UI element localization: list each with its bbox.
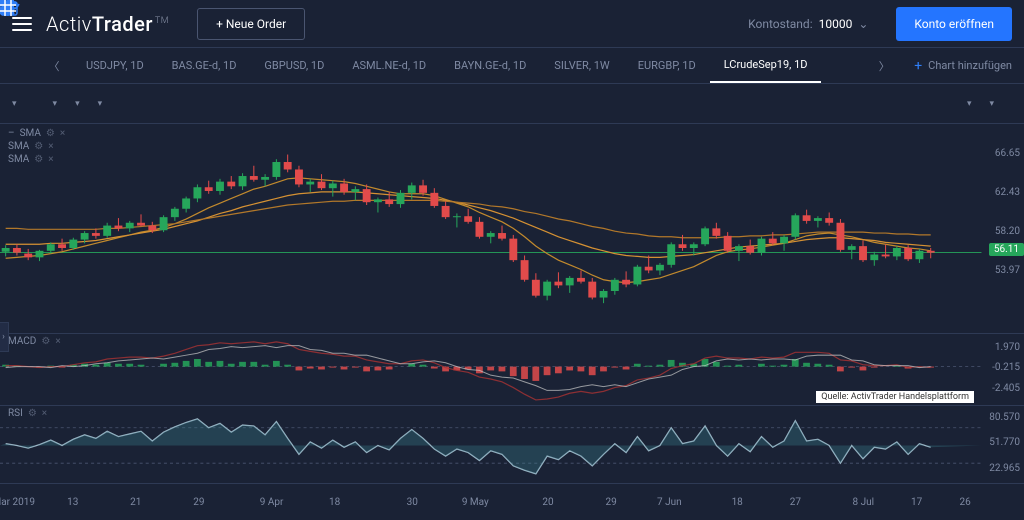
close-icon[interactable]: × xyxy=(48,154,53,165)
chart-toolbar: ▾ ▾ ▾ ▾ ▾ ▾ xyxy=(0,84,1024,124)
menu-icon[interactable] xyxy=(12,17,32,31)
balance-dropdown[interactable]: Kontostand: 10000 ⌄ xyxy=(748,17,868,31)
time-axis: 5 Mar 20191321299 Apr18309 May20297 Jun1… xyxy=(0,485,1024,520)
timeframe-tool[interactable]: ▾ xyxy=(12,99,17,109)
tab-eurgbp[interactable]: EURGBP, 1D xyxy=(624,48,710,83)
settings-icon[interactable]: ⚙ xyxy=(34,141,43,152)
tab-gbpusd[interactable]: GBPUSD, 1D xyxy=(250,48,338,83)
tab-silver[interactable]: SILVER, 1W xyxy=(540,48,623,83)
rsi-pane[interactable]: RSI ⚙ × 80.57051.77022.965 xyxy=(0,406,1024,484)
expand-panel-icon[interactable]: › xyxy=(0,322,9,352)
brand-logo: ActivTraderTM xyxy=(46,12,169,36)
tab-strip: 〈 USDJPY, 1DBAS.GE-d, 1DGBPUSD, 1DASML.N… xyxy=(0,48,1024,84)
price-legend: – SMA ⚙ ×SMA ⚙ ×SMA ⚙ × xyxy=(8,128,65,167)
close-icon[interactable]: × xyxy=(48,141,53,152)
macd-pane[interactable]: MACD ⚙ × 1.970-0.215-2.405 Quelle: Activ… xyxy=(0,334,1024,406)
settings-icon[interactable]: ⚙ xyxy=(41,336,50,347)
rsi-legend: RSI ⚙ × xyxy=(8,408,47,421)
last-price-tag: 56.11 xyxy=(989,243,1024,256)
tabs-scroll-left[interactable]: 〈 xyxy=(36,48,72,83)
close-icon[interactable]: × xyxy=(42,408,47,419)
settings-icon[interactable]: ⚙ xyxy=(28,408,37,419)
add-chart-button[interactable]: + Chart hinzufügen xyxy=(902,48,1024,83)
plus-icon: + xyxy=(914,58,922,74)
tab-lcrudesep19[interactable]: LCrudeSep19, 1D xyxy=(710,48,822,83)
tab-bas.ge-d[interactable]: BAS.GE-d, 1D xyxy=(158,48,251,83)
grid-view-icon[interactable] xyxy=(0,48,36,83)
candle-style-tool[interactable]: ▾ xyxy=(989,99,994,109)
top-bar: ActivTraderTM + Neue Order Kontostand: 1… xyxy=(0,0,1024,48)
tab-usdjpy[interactable]: USDJPY, 1D xyxy=(72,48,158,83)
shape-tool[interactable]: ▾ xyxy=(98,99,103,109)
settings-icon[interactable]: ⚙ xyxy=(34,154,43,165)
crosshair-tool[interactable]: ▾ xyxy=(53,99,58,109)
tab-asml.ne-d[interactable]: ASML.NE-d, 1D xyxy=(338,48,440,83)
macd-legend: MACD ⚙ × xyxy=(8,336,61,349)
close-icon[interactable]: × xyxy=(55,336,60,347)
chevron-down-icon: ⌄ xyxy=(858,17,868,31)
settings-icon[interactable]: ⚙ xyxy=(46,128,55,139)
indicators-tool[interactable]: ▾ xyxy=(967,99,972,109)
drawing-tool[interactable]: ▾ xyxy=(75,99,80,109)
tab-bayn.ge-d[interactable]: BAYN.GE-d, 1D xyxy=(440,48,540,83)
open-account-button[interactable]: Konto eröffnen xyxy=(896,7,1012,41)
new-order-button[interactable]: + Neue Order xyxy=(197,8,305,40)
chart-area: › – SMA ⚙ ×SMA ⚙ ×SMA ⚙ × 66.6562.4358.2… xyxy=(0,124,1024,520)
price-pane[interactable]: – SMA ⚙ ×SMA ⚙ ×SMA ⚙ × 66.6562.4358.205… xyxy=(0,124,1024,334)
close-icon[interactable]: × xyxy=(60,128,65,139)
tabs-scroll-right[interactable]: 〉 xyxy=(866,48,902,83)
source-label: Quelle: ActivTrader Handelsplattform xyxy=(816,391,974,403)
